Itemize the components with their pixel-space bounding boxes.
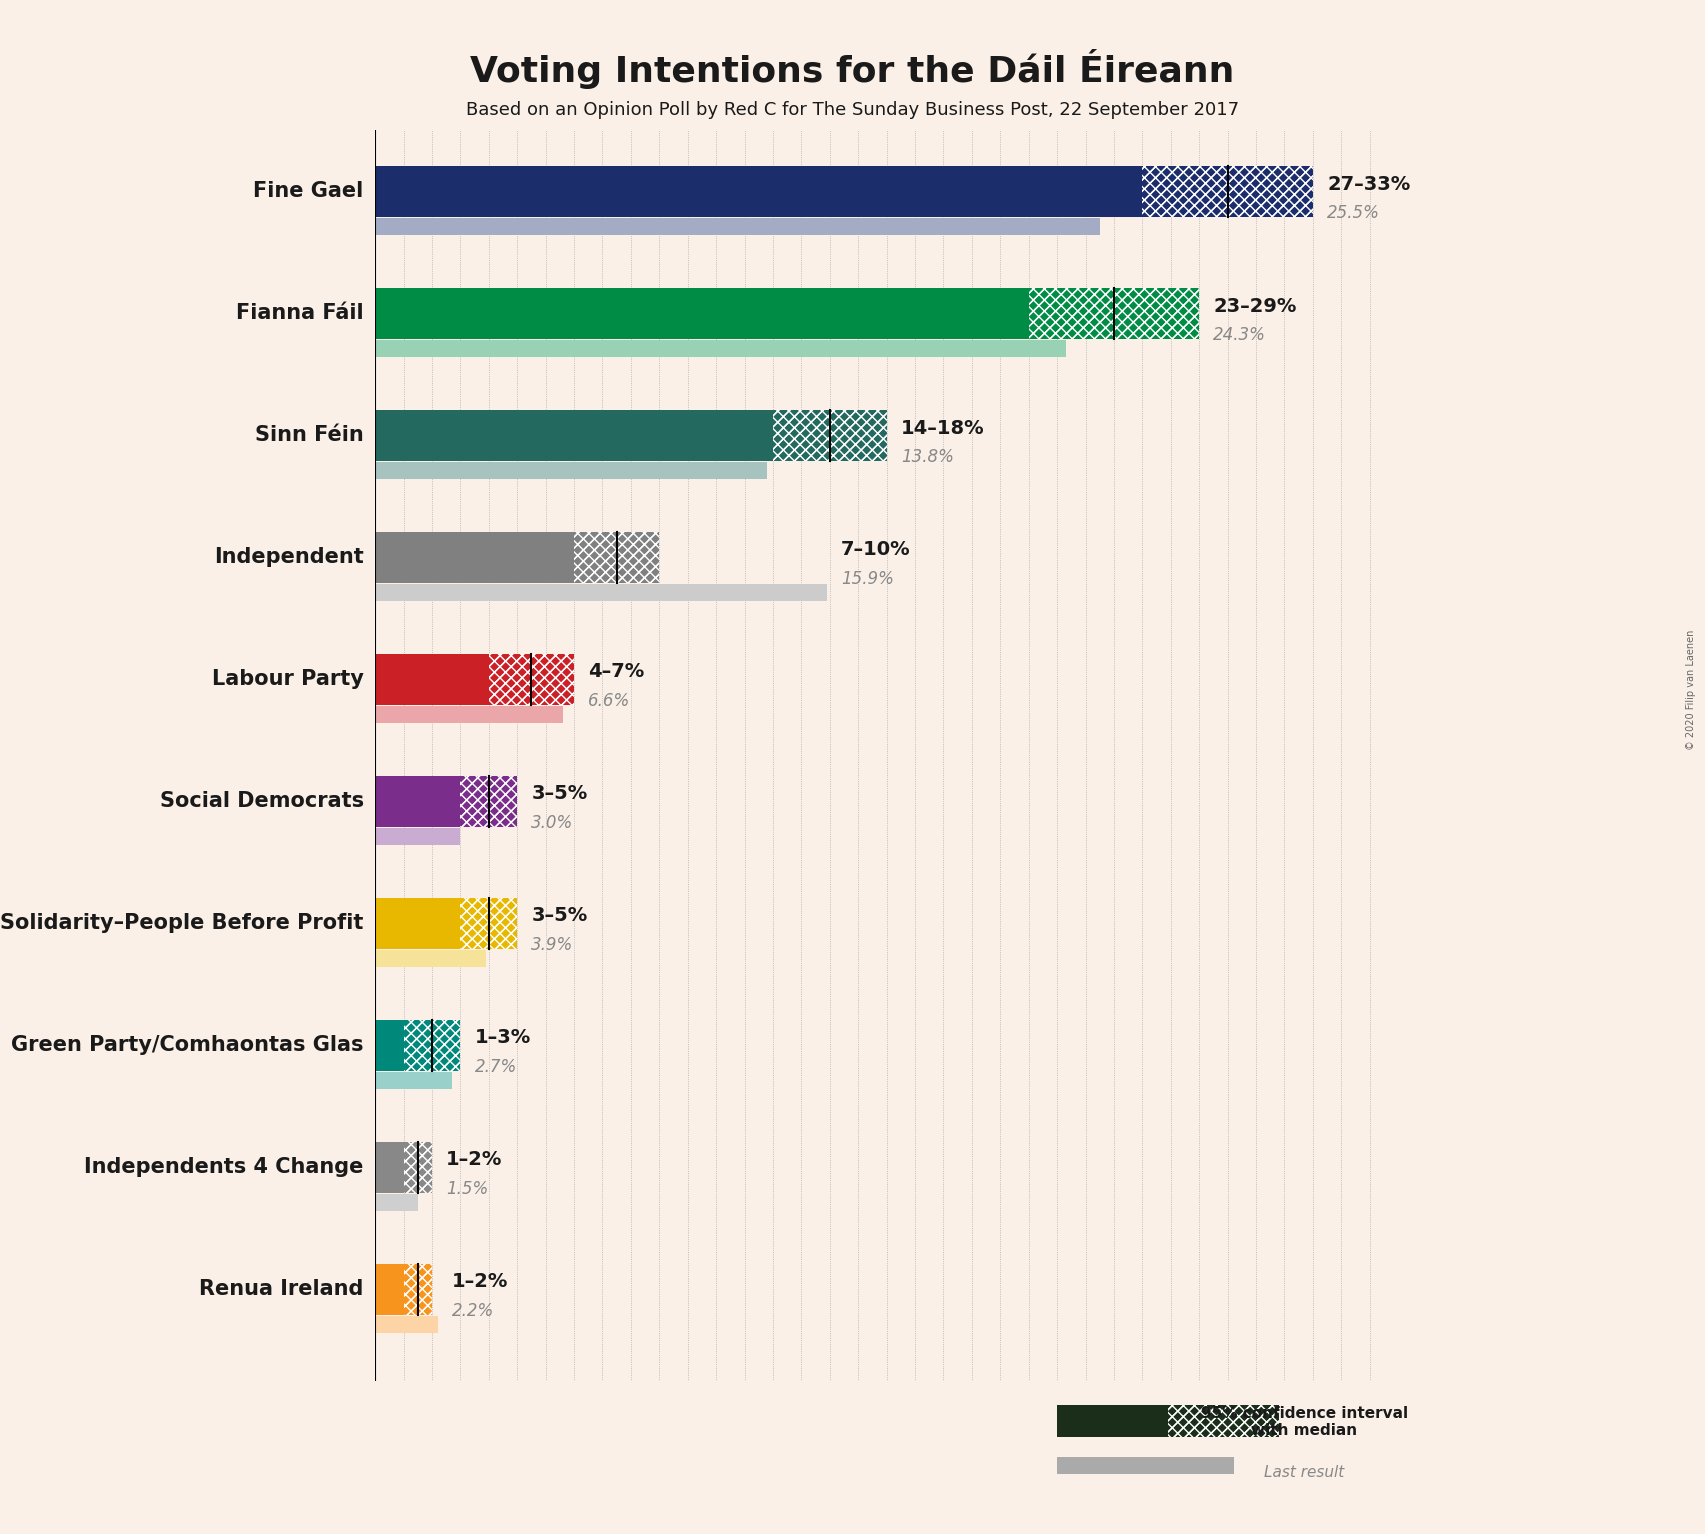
Text: Labour Party: Labour Party — [211, 669, 363, 689]
Bar — [460, 897, 517, 950]
Text: 15.9%: 15.9% — [841, 571, 893, 588]
Bar — [404, 1264, 431, 1315]
Bar — [375, 1020, 404, 1071]
Bar — [489, 653, 575, 706]
Text: Fine Gael: Fine Gael — [254, 181, 363, 201]
Bar — [1057, 1405, 1168, 1437]
Bar — [404, 1141, 431, 1193]
Text: 2.7%: 2.7% — [474, 1058, 517, 1077]
Bar — [404, 1141, 431, 1193]
Text: 27–33%: 27–33% — [1326, 175, 1410, 193]
Bar — [375, 1072, 452, 1089]
Text: 7–10%: 7–10% — [841, 540, 910, 560]
Bar — [772, 410, 887, 460]
Text: 13.8%: 13.8% — [900, 448, 953, 466]
Text: Independent: Independent — [215, 548, 363, 568]
Bar — [375, 410, 772, 460]
Text: Last result: Last result — [1263, 1465, 1345, 1480]
Text: Based on an Opinion Poll by Red C for The Sunday Business Post, 22 September 201: Based on an Opinion Poll by Red C for Th… — [465, 101, 1240, 120]
Bar — [375, 288, 1028, 339]
Bar — [375, 1264, 404, 1315]
Text: Fianna Fáil: Fianna Fáil — [235, 304, 363, 324]
Bar — [375, 776, 460, 827]
Bar — [404, 1264, 431, 1315]
Bar — [375, 950, 486, 966]
Text: Sinn Féin: Sinn Féin — [256, 425, 363, 445]
Bar — [404, 1264, 431, 1315]
Bar — [1028, 288, 1199, 339]
Bar — [575, 532, 660, 583]
Bar — [1057, 1457, 1234, 1474]
Bar — [375, 828, 460, 845]
Bar — [375, 166, 1142, 216]
Text: 23–29%: 23–29% — [1214, 296, 1298, 316]
Bar — [460, 897, 517, 950]
Bar — [1028, 288, 1199, 339]
Bar — [1168, 1405, 1279, 1437]
Bar — [489, 653, 575, 706]
Bar — [404, 1020, 460, 1071]
Text: © 2020 Filip van Laenen: © 2020 Filip van Laenen — [1686, 630, 1696, 750]
Bar — [460, 776, 517, 827]
Text: Green Party/Comhaontas Glas: Green Party/Comhaontas Glas — [12, 1035, 363, 1055]
Bar — [375, 897, 460, 950]
Text: 2.2%: 2.2% — [452, 1302, 494, 1321]
Bar — [772, 410, 887, 460]
Bar — [460, 776, 517, 827]
Bar — [1168, 1405, 1279, 1437]
Text: 25.5%: 25.5% — [1326, 204, 1379, 222]
Bar — [489, 653, 575, 706]
Bar — [575, 532, 660, 583]
Bar — [772, 410, 887, 460]
Bar — [460, 776, 517, 827]
Bar — [404, 1141, 431, 1193]
Text: Solidarity–People Before Profit: Solidarity–People Before Profit — [0, 913, 363, 933]
Text: Social Democrats: Social Democrats — [160, 792, 363, 811]
Bar — [1142, 166, 1313, 216]
Text: 14–18%: 14–18% — [900, 419, 984, 437]
Text: Independents 4 Change: Independents 4 Change — [84, 1157, 363, 1177]
Text: 3.0%: 3.0% — [532, 815, 573, 831]
Bar — [375, 706, 563, 723]
Bar — [375, 1316, 438, 1333]
Text: 1.5%: 1.5% — [447, 1180, 488, 1198]
Bar — [375, 653, 489, 706]
Bar — [404, 1020, 460, 1071]
Bar — [375, 584, 827, 601]
Text: 3–5%: 3–5% — [532, 784, 588, 804]
Bar — [375, 341, 1066, 357]
Text: 95% confidence interval
with median: 95% confidence interval with median — [1200, 1405, 1408, 1439]
Bar — [375, 532, 575, 583]
Bar — [1028, 288, 1199, 339]
Bar — [1168, 1405, 1279, 1437]
Text: 6.6%: 6.6% — [588, 692, 631, 710]
Bar — [375, 218, 1100, 235]
Text: 24.3%: 24.3% — [1214, 327, 1267, 344]
Bar — [375, 1193, 418, 1210]
Text: 1–2%: 1–2% — [452, 1272, 508, 1292]
Text: 3.9%: 3.9% — [532, 936, 573, 954]
Bar — [1142, 166, 1313, 216]
Text: 4–7%: 4–7% — [588, 663, 644, 681]
Bar — [1142, 166, 1313, 216]
Text: 3–5%: 3–5% — [532, 907, 588, 925]
Bar — [575, 532, 660, 583]
Bar — [375, 1141, 404, 1193]
Text: 1–3%: 1–3% — [474, 1028, 530, 1048]
Text: 1–2%: 1–2% — [447, 1150, 503, 1169]
Text: Voting Intentions for the Dáil Éireann: Voting Intentions for the Dáil Éireann — [471, 49, 1234, 89]
Text: Renua Ireland: Renua Ireland — [199, 1279, 363, 1299]
Bar — [460, 897, 517, 950]
Bar — [375, 462, 767, 479]
Bar — [404, 1020, 460, 1071]
